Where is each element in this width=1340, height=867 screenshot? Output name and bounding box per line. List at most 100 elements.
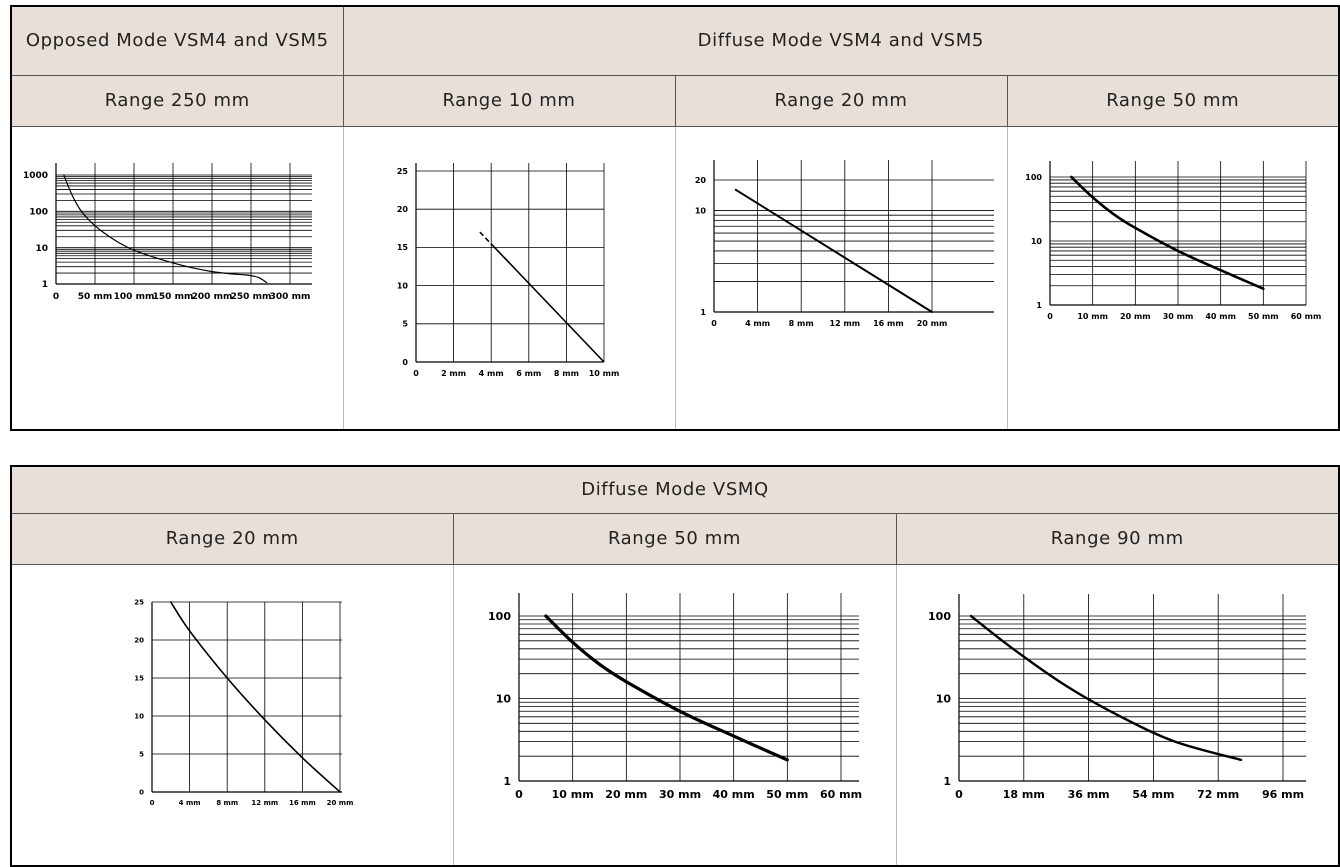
chart-cell: 1 10 100 0 10 mm 20 mm 30 mm 40 mm 50 mm 60 mm — [1006, 126, 1340, 431]
y-tick-label: 10 — [1030, 237, 1042, 246]
y-tick-label: 25 — [396, 167, 408, 176]
gain-curve-dashed — [478, 231, 494, 247]
y-tick-label: 20 — [396, 205, 408, 214]
chart-cell: 0 5 10 15 20 25 0 2 mm 4 mm 6 mm 8 mm 10 mm — [342, 126, 676, 431]
chart-cell: 1 10 100 1000 0 50 mm 100 mm 150 mm 200 mm 250 mm… — [10, 126, 344, 431]
x-tick-label: 96 mm — [1261, 788, 1303, 801]
excess-gain-chart: 0 5 10 15 20 25 0 4 mm 8 mm 12 mm 16 mm 20 mm — [134, 598, 354, 807]
x-tick-label: 0 — [955, 788, 963, 801]
range-header: Range 20 mm — [674, 75, 1008, 127]
range-header: Range 250 mm — [10, 75, 344, 127]
x-tick-label: 0 — [53, 292, 59, 302]
x-tick-label: 60 mm — [819, 788, 861, 801]
y-tick-label: 100 — [1025, 173, 1042, 182]
x-tick-label: 60 mm — [1290, 312, 1321, 321]
x-tick-label: 6 mm — [516, 369, 541, 378]
y-tick-label: 10 — [396, 281, 408, 290]
y-tick-label: 10 — [35, 244, 48, 254]
y-tick-label: 5 — [402, 320, 408, 329]
x-tick-label: 36 mm — [1067, 788, 1109, 801]
range-header: Range 50 mm — [452, 513, 897, 565]
x-tick-label: 10 mm — [551, 788, 593, 801]
y-tick-label: 10 — [935, 692, 951, 705]
x-tick-label: 40 mm — [1205, 312, 1236, 321]
x-tick-label: 300 mm — [270, 292, 311, 302]
x-tick-label: 20 mm — [916, 319, 947, 328]
x-tick-label: 20 mm — [327, 799, 354, 807]
y-tick-label: 1 — [1036, 301, 1042, 310]
x-tick-label: 54 mm — [1132, 788, 1174, 801]
vsm4-vsm5-table: Opposed Mode VSM4 and VSM5 Diffuse Mode … — [10, 5, 1340, 431]
gain-curve — [170, 601, 341, 793]
y-tick-label: 5 — [139, 750, 144, 758]
x-tick-label: 250 mm — [231, 292, 272, 302]
x-tick-label: 2 mm — [441, 369, 466, 378]
x-tick-label: 100 mm — [114, 292, 155, 302]
x-tick-label: 150 mm — [153, 292, 194, 302]
y-tick-label: 0 — [139, 788, 144, 796]
chart-cell: 1 10 100 0 18 mm 36 mm 54 mm 72 mm 96 mm — [895, 564, 1340, 867]
x-tick-label: 10 mm — [1077, 312, 1108, 321]
x-tick-label: 8 mm — [216, 799, 238, 807]
x-tick-label: 40 mm — [712, 788, 754, 801]
x-tick-label: 200 mm — [192, 292, 233, 302]
x-tick-label: 0 — [1047, 312, 1053, 321]
chart-cell: 0 5 10 15 20 25 0 4 mm 8 mm 12 mm 16 mm 20 mm — [10, 564, 454, 867]
y-tick-label: 100 — [928, 610, 951, 623]
range-header: Range 50 mm — [1006, 75, 1340, 127]
x-tick-label: 10 mm — [588, 369, 619, 378]
x-tick-label: 50 mm — [766, 788, 808, 801]
x-tick-label: 4 mm — [179, 799, 201, 807]
x-tick-label: 20 mm — [605, 788, 647, 801]
excess-gain-chart: 1 10 100 0 18 mm 36 mm 54 mm 72 mm 96 mm — [928, 594, 1306, 801]
x-tick-label: 8 mm — [788, 319, 813, 328]
excess-gain-chart: 1 10 100 0 10 mm 20 mm 30 mm 40 mm 50 mm 60 mm — [488, 593, 862, 801]
vsmq-table: Diffuse Mode VSMQ Range 20 mm Range 50 m… — [10, 465, 1340, 867]
y-tick-label: 25 — [134, 598, 144, 606]
y-tick-label: 1 — [943, 775, 951, 788]
excess-gain-chart: 1 10 20 0 4 mm 8 mm 12 mm 16 mm 20 mm — [694, 160, 994, 328]
gain-curve — [734, 188, 933, 313]
gain-curve — [492, 245, 605, 363]
range-header: Range 20 mm — [10, 513, 454, 565]
chart-cell: 1 10 20 0 4 mm 8 mm 12 mm 16 mm 20 mm — [674, 126, 1008, 431]
x-tick-label: 18 mm — [1002, 788, 1044, 801]
excess-gain-chart: 1 10 100 0 10 mm 20 mm 30 mm 40 mm 50 mm 60 mm — [1025, 161, 1321, 321]
y-tick-label: 20 — [694, 176, 706, 185]
x-tick-label: 8 mm — [553, 369, 578, 378]
x-tick-label: 16 mm — [289, 799, 316, 807]
opposed-mode-header: Opposed Mode VSM4 and VSM5 — [10, 5, 344, 76]
range-header: Range 10 mm — [342, 75, 676, 127]
gain-curve — [543, 614, 789, 762]
x-tick-label: 0 — [150, 799, 155, 807]
gain-curve — [969, 614, 1242, 762]
y-tick-label: 15 — [134, 674, 144, 682]
diffuse-mode-vsmq-header: Diffuse Mode VSMQ — [10, 465, 1340, 514]
y-tick-label: 15 — [396, 243, 408, 252]
x-tick-label: 4 mm — [745, 319, 770, 328]
y-tick-label: 10 — [694, 206, 706, 215]
diffuse-mode-header: Diffuse Mode VSM4 and VSM5 — [342, 5, 1340, 76]
x-tick-label: 20 mm — [1120, 312, 1151, 321]
y-tick-label: 1000 — [23, 171, 48, 181]
x-tick-label: 4 mm — [478, 369, 503, 378]
x-tick-label: 0 — [515, 788, 523, 801]
excess-gain-chart: 0 5 10 15 20 25 0 2 mm 4 mm 6 mm 8 mm 10 mm — [396, 163, 619, 378]
y-tick-label: 1 — [700, 308, 706, 317]
gain-curve — [63, 174, 268, 284]
x-tick-label: 0 — [711, 319, 717, 328]
x-tick-label: 30 mm — [658, 788, 700, 801]
y-tick-label: 100 — [29, 207, 48, 217]
x-tick-label: 72 mm — [1197, 788, 1239, 801]
x-tick-label: 30 mm — [1162, 312, 1193, 321]
x-tick-label: 12 mm — [829, 319, 860, 328]
y-tick-label: 1 — [42, 280, 48, 290]
y-tick-label: 0 — [402, 358, 408, 367]
chart-cell: 1 10 100 0 10 mm 20 mm 30 mm 40 mm 50 mm 60 mm — [452, 564, 897, 867]
x-tick-label: 50 mm — [78, 292, 112, 302]
gain-curve — [1069, 175, 1265, 290]
y-tick-label: 1 — [503, 775, 511, 788]
x-tick-label: 0 — [413, 369, 419, 378]
x-tick-label: 16 mm — [873, 319, 904, 328]
